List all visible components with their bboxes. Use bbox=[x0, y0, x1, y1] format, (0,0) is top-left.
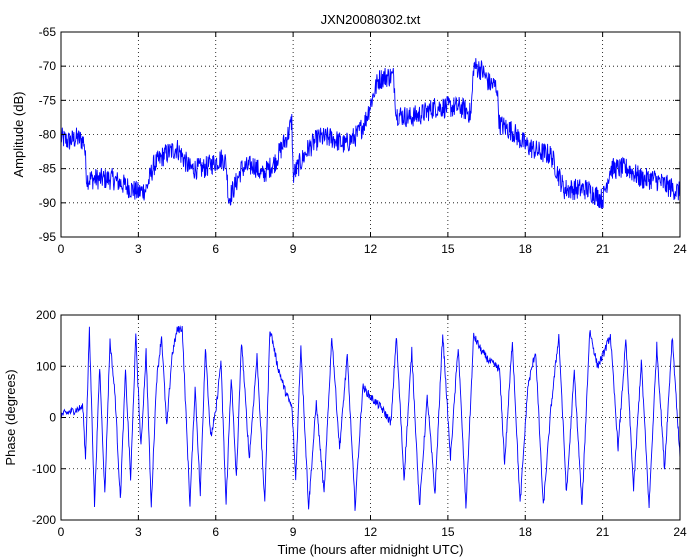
phase-y-tick-label: -200 bbox=[32, 513, 56, 527]
amplitude-panel: 0 3 6 9 12 15 18 21 24 -95 -90 -85 -80 -75 -70 -65 JXN2… bbox=[11, 12, 687, 256]
phase-y-tick-label: 200 bbox=[36, 308, 56, 322]
phase-x-tick-label: 9 bbox=[290, 525, 297, 539]
amplitude-x-tick-label: 0 bbox=[58, 242, 65, 256]
amplitude-y-tick-label: -80 bbox=[39, 128, 57, 142]
phase-x-tick-label: 18 bbox=[519, 525, 533, 539]
amplitude-y-tick-label: -65 bbox=[39, 25, 57, 39]
phase-x-tick-label: 12 bbox=[364, 525, 378, 539]
amplitude-x-tick-label: 12 bbox=[364, 242, 378, 256]
amplitude-title: JXN20080302.txt bbox=[321, 12, 421, 27]
amplitude-y-tick-label: -75 bbox=[39, 93, 57, 107]
phase-y-tick-label: 0 bbox=[49, 411, 56, 425]
amplitude-x-tick-label: 21 bbox=[596, 242, 610, 256]
phase-x-axis-label: Time (hours after midnight UTC) bbox=[278, 542, 464, 557]
amplitude-y-axis-label: Amplitude (dB) bbox=[11, 92, 26, 178]
amplitude-y-tick-label: -90 bbox=[39, 196, 57, 210]
amplitude-y-tick-label: -85 bbox=[39, 162, 57, 176]
amplitude-y-tick-label: -70 bbox=[39, 59, 57, 73]
amplitude-x-tick-label: 3 bbox=[135, 242, 142, 256]
phase-y-tick-label: 100 bbox=[36, 359, 56, 373]
phase-x-tick-label: 6 bbox=[212, 525, 219, 539]
amplitude-x-tick-label: 9 bbox=[290, 242, 297, 256]
phase-x-tick-label: 3 bbox=[135, 525, 142, 539]
phase-series-line bbox=[60, 325, 681, 511]
amplitude-x-tick-label: 6 bbox=[212, 242, 219, 256]
amplitude-series-line bbox=[60, 58, 681, 210]
amplitude-x-tick-label: 24 bbox=[673, 242, 687, 256]
phase-x-tick-label: 24 bbox=[673, 525, 687, 539]
phase-y-tick-label: -100 bbox=[32, 462, 56, 476]
amplitude-ticks: 0 3 6 9 12 15 18 21 24 -95 -90 -85 -80 -75 -70 -65 bbox=[39, 25, 687, 256]
phase-x-tick-label: 21 bbox=[596, 525, 610, 539]
phase-series bbox=[60, 325, 681, 511]
amplitude-y-tick-label: -95 bbox=[39, 230, 57, 244]
phase-panel: 0 3 6 9 12 15 18 21 24 -200 -100 0 100 200 Phase (deg… bbox=[3, 308, 687, 557]
amplitude-x-tick-label: 18 bbox=[519, 242, 533, 256]
amplitude-plot-area bbox=[61, 32, 680, 237]
amplitude-x-tick-label: 15 bbox=[441, 242, 455, 256]
phase-y-axis-label: Phase (degrees) bbox=[3, 369, 18, 465]
amplitude-series bbox=[60, 58, 681, 210]
phase-x-tick-label: 15 bbox=[441, 525, 455, 539]
phase-ticks: 0 3 6 9 12 15 18 21 24 -200 -100 0 100 200 bbox=[32, 308, 687, 539]
phase-x-tick-label: 0 bbox=[58, 525, 65, 539]
